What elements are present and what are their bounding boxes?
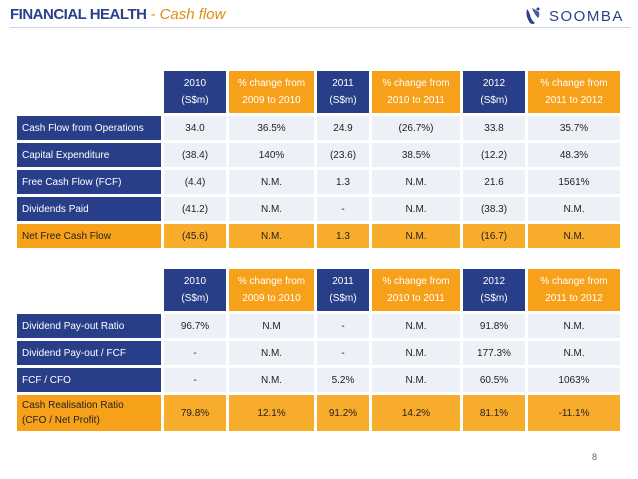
table-cell: 60.5% — [463, 368, 525, 392]
table-cell: (41.2) — [164, 197, 226, 221]
table-row-highlight: Cash Realisation Ratio (CFO / Net Profit)… — [17, 395, 620, 431]
cash-flow-table: 2010 (S$m) % change from 2009 to 2010 2011… — [14, 68, 623, 251]
table-cell: N.M. — [528, 314, 620, 338]
col-header-2011: 2011 (S$m) — [317, 71, 369, 113]
table-cell: - — [317, 197, 369, 221]
title-divider — [10, 27, 630, 28]
table-cell: N.M. — [372, 224, 460, 248]
table-cell: (12.2) — [463, 143, 525, 167]
table-cell: 36.5% — [229, 116, 314, 140]
table-cell: N.M. — [372, 341, 460, 365]
table-cell: (4.4) — [164, 170, 226, 194]
col-header-change-2012: % change from 2011 to 2012 — [528, 269, 620, 311]
table-cell: 140% — [229, 143, 314, 167]
row-label: Dividends Paid — [17, 197, 161, 221]
col-header-change-2011: % change from 2010 to 2011 — [372, 269, 460, 311]
col-header-2010: 2010 (S$m) — [164, 269, 226, 311]
table-cell: N.M. — [372, 197, 460, 221]
table-row: Dividend Pay-out Ratio 96.7% N.M - N.M. … — [17, 314, 620, 338]
table-cell: 33.8 — [463, 116, 525, 140]
table-cell: N.M. — [229, 170, 314, 194]
table-cell: 1.3 — [317, 224, 369, 248]
col-header-2010: 2010 (S$m) — [164, 71, 226, 113]
table-cell: 38.5% — [372, 143, 460, 167]
header-corner — [17, 71, 161, 113]
row-label: Cash Realisation Ratio (CFO / Net Profit) — [17, 395, 161, 431]
header-row: 2010 (S$m) % change from 2009 to 2010 2011… — [17, 71, 620, 113]
table-cell: 81.1% — [463, 395, 525, 431]
table-row: Free Cash Flow (FCF) (4.4) N.M. 1.3 N.M.… — [17, 170, 620, 194]
table-cell: 35.7% — [528, 116, 620, 140]
row-label: Capital Expenditure — [17, 143, 161, 167]
row-label: Dividend Pay-out Ratio — [17, 314, 161, 338]
row-label: Dividend Pay-out / FCF — [17, 341, 161, 365]
table-row: Capital Expenditure (38.4) 140% (23.6) 3… — [17, 143, 620, 167]
table-cell: 1.3 — [317, 170, 369, 194]
table-cell: (38.4) — [164, 143, 226, 167]
table-cell: N.M. — [229, 368, 314, 392]
table-row: FCF / CFO - N.M. 5.2% N.M. 60.5% 1063% — [17, 368, 620, 392]
col-header-change-2010: % change from 2009 to 2010 — [229, 269, 314, 311]
table-cell: N.M. — [229, 224, 314, 248]
header-corner — [17, 269, 161, 311]
table-cell: - — [317, 341, 369, 365]
table-cell: N.M. — [372, 368, 460, 392]
table-cell: N.M. — [372, 170, 460, 194]
row-label: Free Cash Flow (FCF) — [17, 170, 161, 194]
table-cell: 12.1% — [229, 395, 314, 431]
table-cell: (26.7%) — [372, 116, 460, 140]
row-label: Cash Flow from Operations — [17, 116, 161, 140]
table-cell: N.M. — [528, 341, 620, 365]
table-cell: 1063% — [528, 368, 620, 392]
table-cell: 5.2% — [317, 368, 369, 392]
table-cell: 79.8% — [164, 395, 226, 431]
table-cell: 91.2% — [317, 395, 369, 431]
table-cell: (45.6) — [164, 224, 226, 248]
row-label: Net Free Cash Flow — [17, 224, 161, 248]
table-cell: N.M. — [528, 224, 620, 248]
table-cell: - — [164, 368, 226, 392]
table-cell: 14.2% — [372, 395, 460, 431]
table-cell: N.M. — [528, 197, 620, 221]
table-cell: 48.3% — [528, 143, 620, 167]
col-header-2012: 2012 (S$m) — [463, 269, 525, 311]
table-cell: 96.7% — [164, 314, 226, 338]
title-subtitle: - Cash flow — [150, 6, 226, 23]
table-cell: 91.8% — [463, 314, 525, 338]
col-header-change-2012: % change from 2011 to 2012 — [528, 71, 620, 113]
table-cell: 1561% — [528, 170, 620, 194]
col-header-2012: 2012 (S$m) — [463, 71, 525, 113]
table-cell: N.M. — [372, 314, 460, 338]
table-cell: N.M. — [229, 341, 314, 365]
table-row: Cash Flow from Operations 34.0 36.5% 24.… — [17, 116, 620, 140]
table-cell: 34.0 — [164, 116, 226, 140]
brand-name: SOOMBA — [549, 8, 624, 25]
page-number: 8 — [592, 452, 598, 462]
table-row-highlight: Net Free Cash Flow (45.6) N.M. 1.3 N.M. … — [17, 224, 620, 248]
col-header-change-2011: % change from 2010 to 2011 — [372, 71, 460, 113]
table-cell: (16.7) — [463, 224, 525, 248]
table-cell: 24.9 — [317, 116, 369, 140]
soomba-logo-icon — [526, 7, 540, 24]
table-row: Dividend Pay-out / FCF - N.M. - N.M. 177… — [17, 341, 620, 365]
table-cell: 177.3% — [463, 341, 525, 365]
table-cell: (23.6) — [317, 143, 369, 167]
table-row: Dividends Paid (41.2) N.M. - N.M. (38.3)… — [17, 197, 620, 221]
ratio-table: 2010 (S$m) % change from 2009 to 2010 2011… — [14, 266, 623, 434]
table-cell: N.M — [229, 314, 314, 338]
col-header-change-2010: % change from 2009 to 2010 — [229, 71, 314, 113]
table-cell: N.M. — [229, 197, 314, 221]
table-cell: (38.3) — [463, 197, 525, 221]
col-header-2011: 2011 (S$m) — [317, 269, 369, 311]
table-cell: 21.6 — [463, 170, 525, 194]
title-main: FINANCIAL HEALTH — [10, 6, 147, 23]
header-row: 2010 (S$m) % change from 2009 to 2010 2011… — [17, 269, 620, 311]
page-title: FINANCIAL HEALTH - Cash flow — [10, 6, 225, 23]
table-cell: - — [164, 341, 226, 365]
row-label: FCF / CFO — [17, 368, 161, 392]
title-bar: FINANCIAL HEALTH - Cash flow SOOMBA — [0, 0, 638, 30]
table-cell: -11.1% — [528, 395, 620, 431]
table-cell: - — [317, 314, 369, 338]
